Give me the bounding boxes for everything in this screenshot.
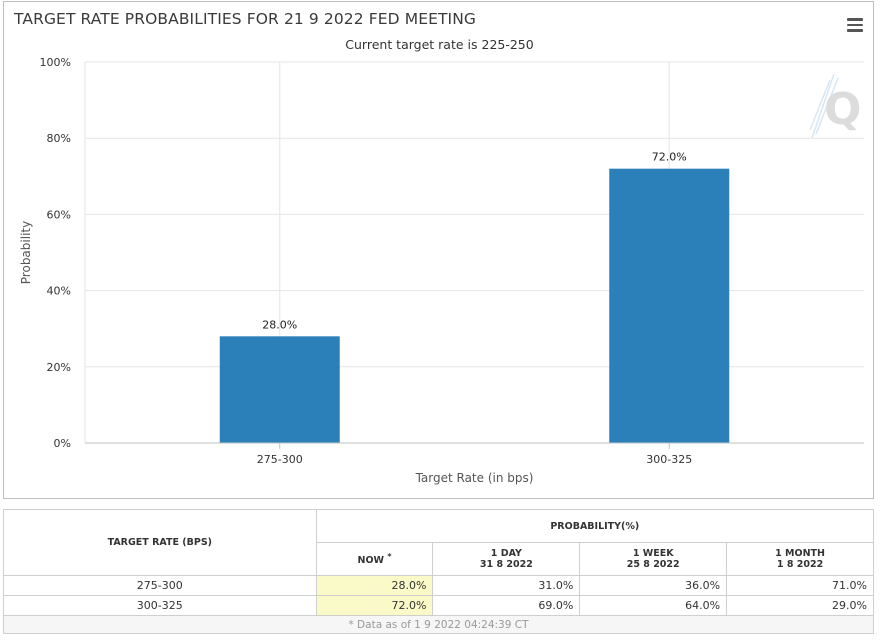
now-value-cell: 28.0% (315, 575, 434, 596)
col-1month-header: 1 MONTH 1 8 2022 (726, 542, 874, 576)
rate-column-header: TARGET RATE (BPS) (3, 509, 317, 576)
table-row: 300-325 72.0% 69.0% 64.0% 29.0% (3, 595, 874, 616)
data-label: 28.0% (262, 318, 297, 331)
value-cell: 69.0% (432, 595, 581, 616)
table-row: 275-300 28.0% 31.0% 36.0% 71.0% (3, 575, 874, 596)
value-cell: 29.0% (726, 595, 874, 616)
col-1week-header: 1 WEEK 25 8 2022 (579, 542, 728, 576)
x-axis-title: Target Rate (in bps) (415, 471, 534, 485)
y-axis-title: Probability (19, 221, 33, 284)
y-tick-label: 80% (47, 132, 71, 145)
chart-title: TARGET RATE PROBABILITIES FOR 21 9 2022 … (14, 10, 477, 28)
value-cell: 71.0% (726, 575, 874, 596)
y-tick-label: 40% (47, 285, 71, 298)
q-logo-watermark-icon: Q (809, 73, 860, 139)
col-now-header: NOW * (315, 542, 434, 576)
value-cell: 36.0% (579, 575, 728, 596)
probability-table: TARGET RATE (BPS) PROBABILITY(%) NOW * 1… (3, 509, 875, 634)
x-tick-label: 275-300 (257, 453, 303, 466)
col-1day-header: 1 DAY 31 8 2022 (432, 542, 581, 576)
value-cell: 31.0% (432, 575, 581, 596)
probability-column-header: PROBABILITY(%) (315, 509, 875, 543)
hamburger-menu-icon[interactable] (847, 18, 863, 32)
bar-chart: 0% 20% 40% 60% 80% 100% 28.0% 275-300 72.0% 300-3… (19, 56, 864, 485)
y-tick-label: 60% (47, 208, 71, 221)
x-tick-label: 300-325 (646, 453, 692, 466)
y-tick-label: 20% (47, 361, 71, 374)
rate-cell: 275-300 (3, 575, 317, 596)
bar (609, 168, 730, 443)
y-tick-label: 0% (54, 437, 71, 450)
now-value-cell: 72.0% (315, 595, 434, 616)
data-label: 72.0% (652, 151, 687, 164)
bar (219, 336, 340, 443)
svg-text:Q: Q (824, 84, 860, 135)
data-timestamp-footer: * Data as of 1 9 2022 04:24:39 CT (3, 615, 874, 634)
y-tick-label: 100% (40, 56, 71, 69)
value-cell: 64.0% (579, 595, 728, 616)
chart-subtitle: Current target rate is 225-250 (345, 37, 534, 52)
rate-cell: 300-325 (3, 595, 317, 616)
